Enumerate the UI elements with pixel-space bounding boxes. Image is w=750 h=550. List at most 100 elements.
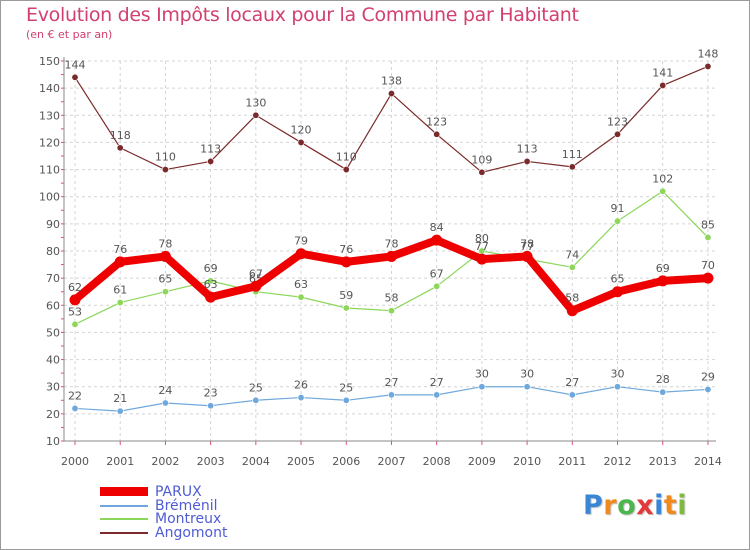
data-label-bréménil: 24 (158, 384, 172, 397)
data-point-angomont (207, 157, 215, 165)
y-tick-label: 50 (46, 326, 60, 339)
data-point-parux (340, 256, 352, 268)
data-point-angomont (659, 81, 667, 89)
legend-item-parux: PARUX (100, 484, 320, 500)
data-label-bréménil: 30 (520, 368, 534, 381)
data-point-parux (657, 275, 669, 287)
data-point-bréménil (161, 399, 169, 407)
data-point-bréménil (568, 391, 576, 399)
data-point-montreux (342, 304, 350, 312)
data-label-bréménil: 27 (565, 376, 579, 389)
data-label-montreux: 91 (611, 202, 625, 215)
data-label-angomont: 120 (291, 123, 312, 136)
data-label-parux: 70 (701, 259, 715, 272)
data-label-montreux: 61 (113, 284, 127, 297)
data-point-montreux (659, 187, 667, 195)
y-tick-label: 80 (46, 245, 60, 258)
data-label-parux: 77 (475, 240, 489, 253)
data-point-parux (385, 250, 397, 262)
data-point-bréménil (207, 402, 215, 410)
data-label-angomont: 144 (65, 58, 86, 71)
proxiti-logo: Proxiti (583, 490, 687, 521)
legend-label: Angomont (155, 524, 228, 541)
data-label-montreux: 63 (294, 278, 308, 291)
data-label-montreux: 85 (701, 218, 715, 231)
x-tick-label: 2007 (377, 455, 405, 468)
data-label-montreux: 67 (430, 267, 444, 280)
data-label-parux: 69 (656, 262, 670, 275)
data-label-parux: 63 (204, 278, 218, 291)
data-point-bréménil (478, 383, 486, 391)
data-point-bréménil (297, 394, 305, 402)
data-point-montreux (161, 288, 169, 296)
legend-label: PARUX (155, 484, 202, 500)
data-point-bréménil (704, 385, 712, 393)
y-tick-label: 20 (46, 408, 60, 421)
data-label-bréménil: 25 (339, 381, 353, 394)
data-label-parux: 76 (113, 243, 127, 256)
data-point-angomont (297, 138, 305, 146)
data-label-angomont: 110 (336, 151, 357, 164)
data-label-bréménil: 23 (204, 387, 218, 400)
data-label-angomont: 123 (426, 115, 447, 128)
data-point-bréménil (614, 383, 622, 391)
chart-subtitle: (en € et par an) (26, 28, 113, 41)
data-label-parux: 76 (339, 243, 353, 256)
data-point-parux (69, 294, 81, 306)
data-point-bréménil (116, 407, 124, 415)
x-tick-label: 2009 (468, 455, 496, 468)
data-point-bréménil (342, 396, 350, 404)
data-label-parux: 67 (249, 267, 263, 280)
data-label-bréménil: 22 (68, 389, 82, 402)
legend-item-montreux: Montreux (100, 511, 320, 527)
data-point-parux (702, 272, 714, 284)
data-label-bréménil: 29 (701, 370, 715, 383)
y-tick-label: 100 (39, 191, 60, 204)
x-tick-label: 2002 (151, 455, 179, 468)
y-tick-label: 130 (39, 109, 60, 122)
chart-title: Evolution des Impôts locaux pour la Comm… (26, 4, 579, 26)
data-label-bréménil: 21 (113, 392, 127, 405)
data-point-parux (250, 280, 262, 292)
data-point-parux (114, 256, 126, 268)
data-point-angomont (614, 130, 622, 138)
x-tick-label: 2000 (61, 455, 89, 468)
data-label-angomont: 148 (697, 47, 718, 60)
x-tick-label: 2010 (513, 455, 541, 468)
logo-letter: r (603, 490, 618, 521)
data-point-angomont (252, 111, 260, 119)
data-label-bréménil: 27 (430, 376, 444, 389)
data-point-parux (521, 250, 533, 262)
data-point-angomont (387, 90, 395, 98)
y-tick-label: 60 (46, 299, 60, 312)
data-point-montreux (116, 299, 124, 307)
data-point-angomont (71, 73, 79, 81)
data-label-parux: 58 (565, 292, 579, 305)
data-label-bréménil: 30 (475, 368, 489, 381)
legend-swatch (100, 504, 148, 507)
data-point-parux (205, 291, 217, 303)
data-point-montreux (297, 293, 305, 301)
data-point-parux (566, 305, 578, 317)
data-point-angomont (342, 166, 350, 174)
data-label-angomont: 109 (471, 153, 492, 166)
data-label-parux: 84 (430, 221, 444, 234)
data-label-montreux: 53 (68, 305, 82, 318)
data-point-parux (295, 248, 307, 260)
y-tick-label: 150 (39, 55, 60, 68)
y-tick-label: 120 (39, 136, 60, 149)
data-point-angomont (523, 157, 531, 165)
logo-letter: o (617, 490, 637, 521)
data-label-parux: 78 (158, 237, 172, 250)
data-label-bréménil: 27 (384, 376, 398, 389)
data-point-bréménil (387, 391, 395, 399)
legend-swatch (100, 531, 148, 534)
data-point-parux (612, 286, 624, 298)
x-tick-label: 2012 (604, 455, 632, 468)
legend-label: Bréménil (155, 497, 218, 514)
y-tick-label: 90 (46, 218, 60, 231)
data-point-montreux (704, 233, 712, 241)
data-point-montreux (387, 307, 395, 315)
